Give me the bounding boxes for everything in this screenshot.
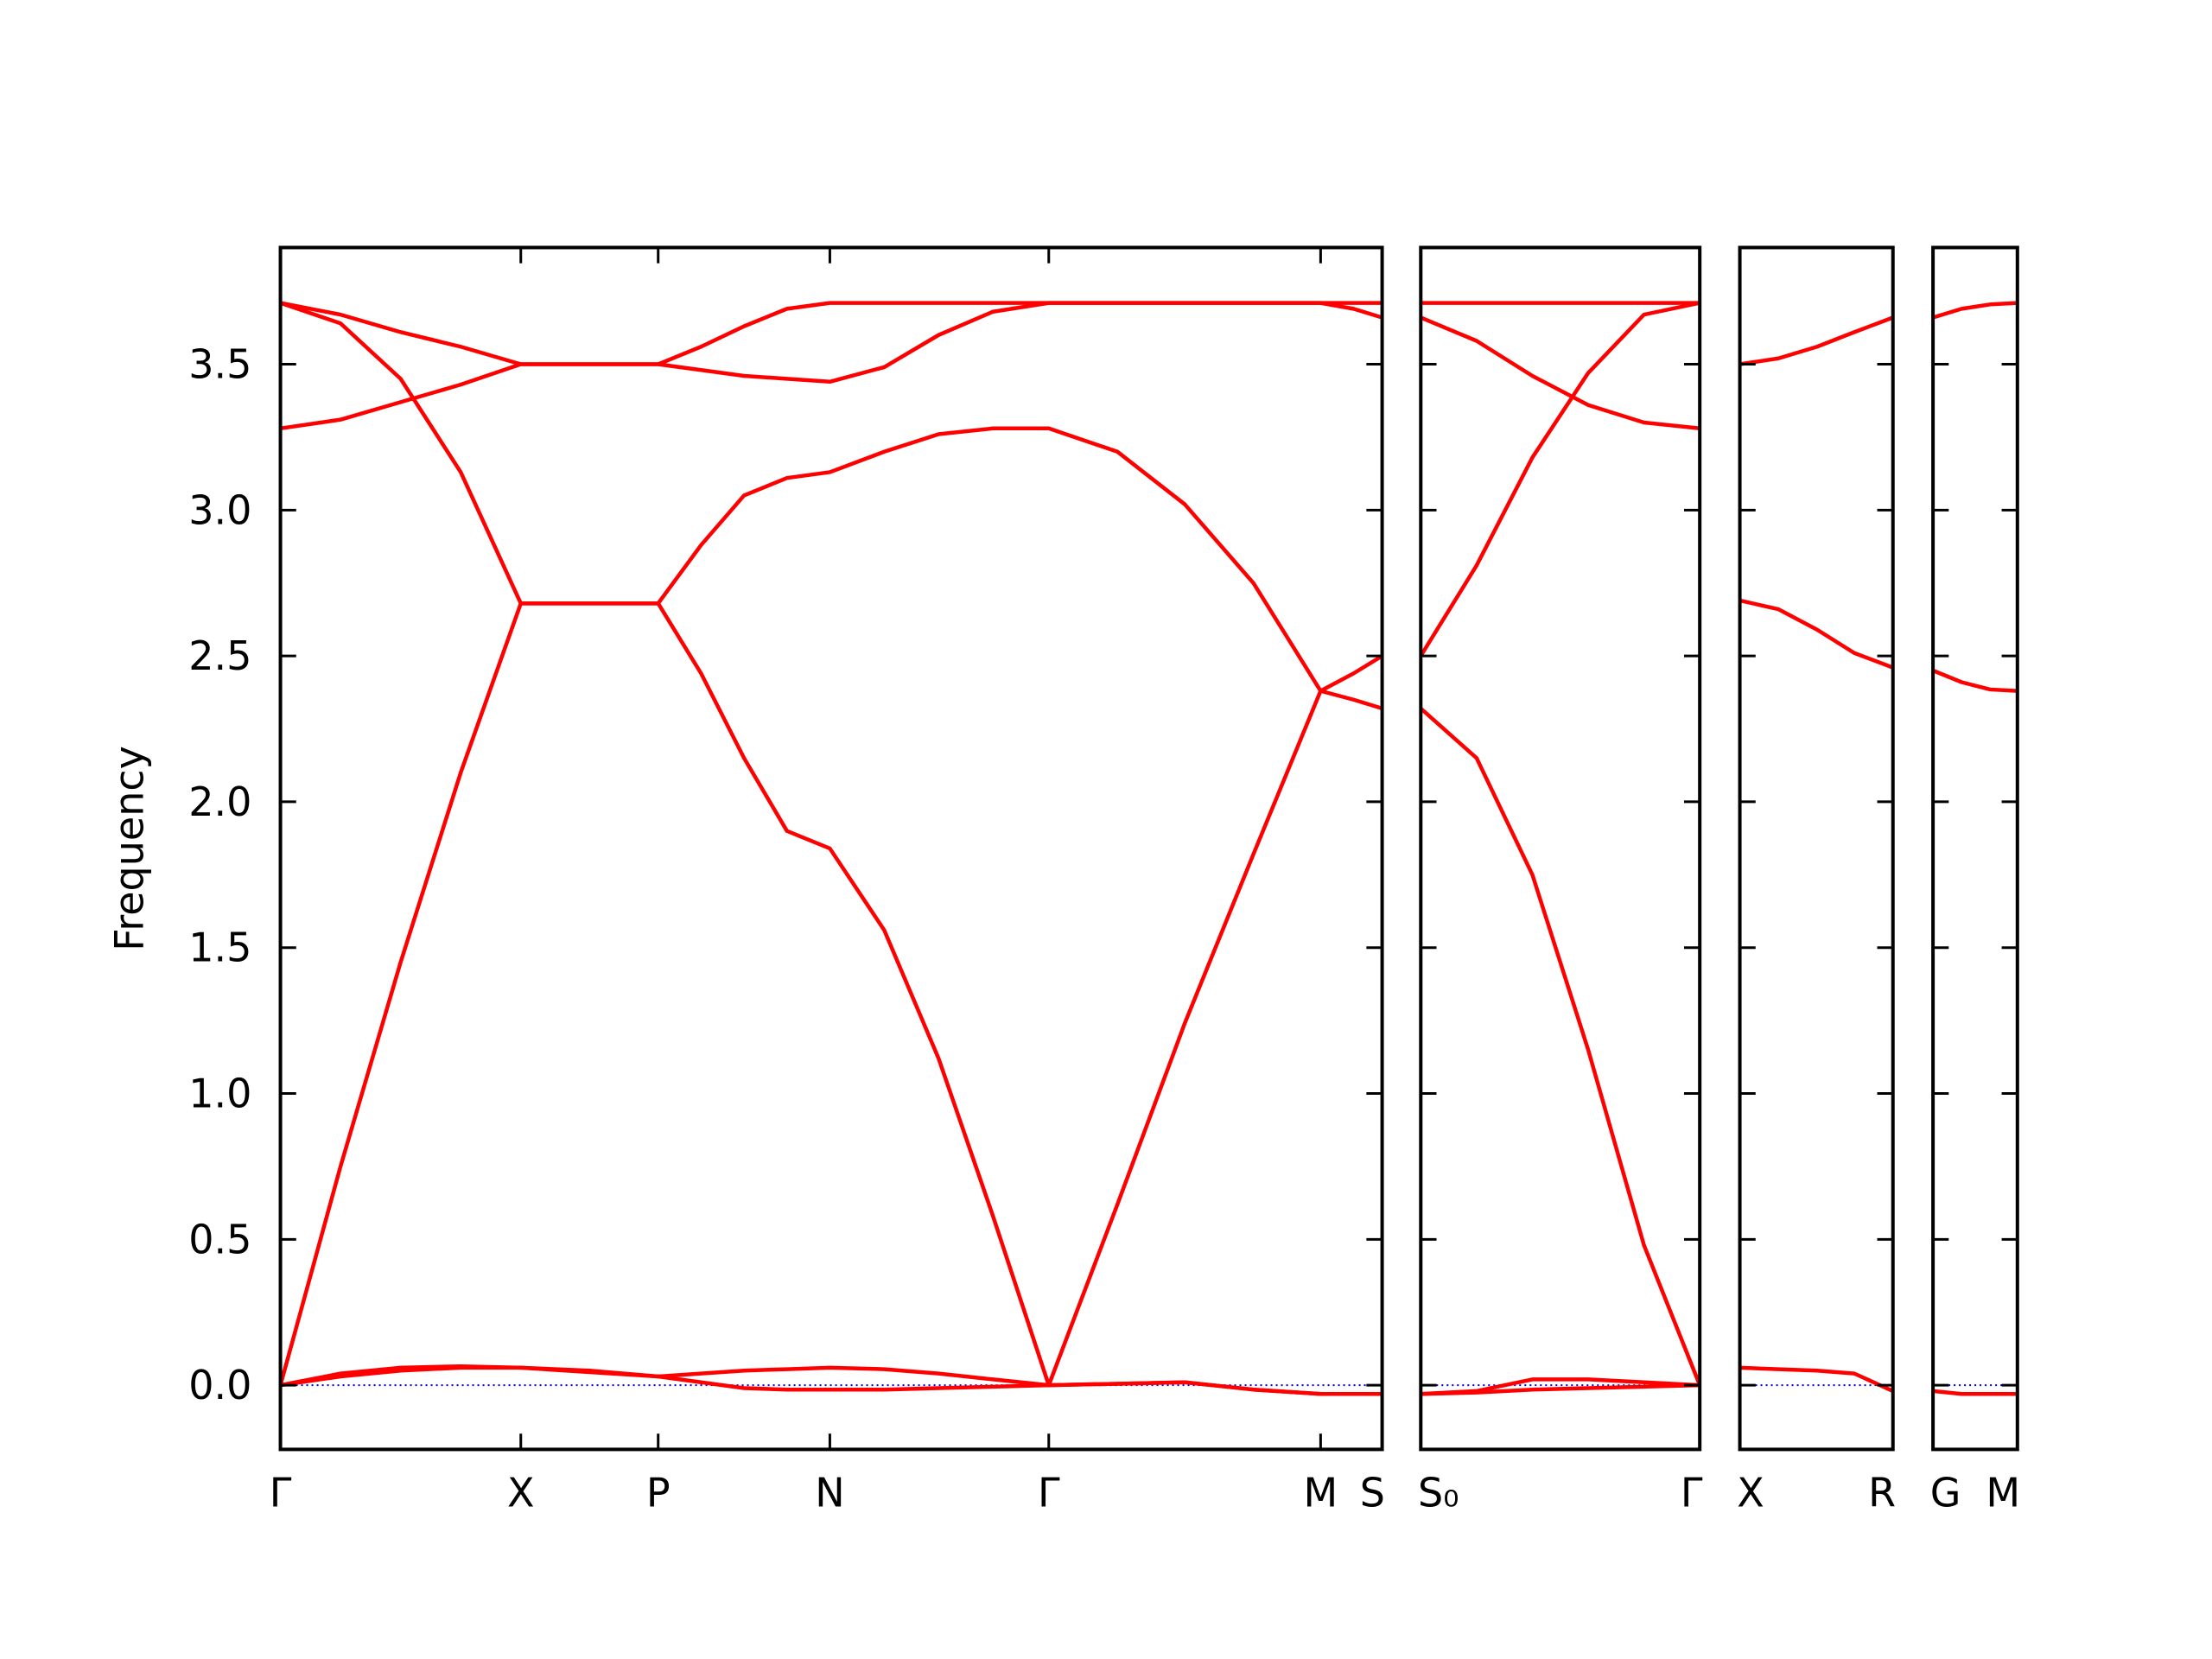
axes-frame [1931,245,2019,1452]
panel: S₀ Γ [1418,245,1703,1516]
band-line [278,601,1383,1388]
band-line [1932,668,2018,693]
y-tick-label: 1.0 [188,1071,251,1117]
band-line [1421,1382,1700,1396]
panel: 0.0 0.5 1.0 1.5 2.0 2.5 3.0 3.5 Γ X P N Γ M S Frequency [106,245,1385,1516]
band-line [280,301,1383,431]
x-tick-label: X [507,1470,535,1516]
band-line [1739,1365,1894,1393]
band-line [1739,315,1894,366]
x-tick-label: R [1868,1470,1896,1516]
band-line [1932,1389,2018,1396]
y-axis-label: Frequency [106,746,153,951]
band-line [279,301,1383,693]
y-tick-label: 3.5 [188,341,251,388]
y-tick-label: 2.5 [188,632,251,679]
axes-frame [1419,245,1702,1452]
x-tick-label: X [1737,1470,1764,1516]
band-line [280,1365,1382,1396]
axes-frame [278,245,1384,1452]
x-tick-label: Γ [270,1470,292,1516]
band-line [1419,301,1700,658]
y-tick-label: 3.0 [188,486,251,533]
band-line [1739,598,1894,670]
y-tick-label: 2.0 [188,779,251,825]
x-tick-label: Γ [1038,1470,1060,1516]
band-line [1932,301,2018,320]
x-tick-label: Γ [1681,1470,1703,1516]
band-line [1419,707,1702,1386]
band-line [280,1363,1382,1396]
band-line [280,301,1382,366]
y-tick-label: 0.0 [188,1362,251,1408]
x-tick-label: P [646,1470,671,1516]
x-tick-label: M [1304,1470,1338,1516]
x-tick-label: N [815,1470,844,1516]
y-tick-label: 1.5 [188,925,251,971]
y-tick-label: 0.5 [188,1216,251,1262]
x-tick-label: M [1986,1470,2020,1516]
x-tick-label: S₀ [1418,1470,1459,1516]
x-tick-label: S [1360,1470,1385,1516]
band-line [1420,315,1700,431]
axes-frame [1738,245,1895,1452]
x-tick-label: G [1930,1470,1961,1516]
